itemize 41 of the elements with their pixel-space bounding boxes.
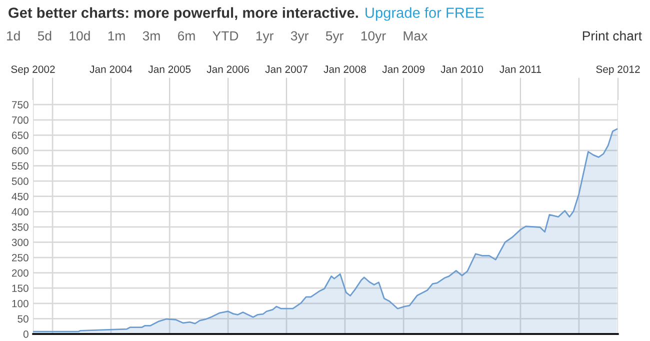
x-tick-label: Jan 2011 (500, 66, 542, 73)
x-tick-label: Jan 2005 (148, 66, 191, 73)
text: 1d (7, 30, 20, 41)
text: 5yr (326, 31, 344, 44)
x-tick-label: Sep 2002 (11, 66, 55, 75)
text: Max (404, 31, 428, 41)
y-tick-label: 0 (23, 330, 28, 338)
x-tick-label: Sep 2012 (596, 66, 640, 75)
y-tick-label: 600 (12, 146, 28, 154)
y-tick-label: 150 (12, 284, 28, 292)
y-tick-label: 500 (12, 178, 28, 185)
y-tick-label: 300 (12, 238, 28, 246)
text: 1yr (256, 31, 274, 44)
y-tick-label: 50 (18, 315, 28, 323)
text: Upgrade for FREE (366, 7, 484, 21)
x-tick-label: Jan 2006 (206, 66, 250, 73)
text: 3m (142, 31, 160, 41)
y-tick-label: 650 (12, 132, 28, 140)
text: 3yr (290, 31, 309, 44)
chart-title: Get better charts: more powerful, more interactive. (8, 7, 358, 21)
text: Print chart (582, 30, 642, 41)
y-tick-label: 350 (12, 223, 28, 231)
text: YTD (212, 31, 238, 40)
text: 5d (38, 30, 52, 41)
text: 6m (178, 31, 195, 41)
y-tick-label: 100 (12, 300, 28, 308)
text: 1m (108, 31, 125, 40)
x-tick-label: Jan 2009 (382, 66, 425, 73)
text: 10yr (361, 31, 386, 44)
y-tick-label: 700 (12, 116, 28, 124)
y-tick-label: 550 (12, 162, 28, 170)
y-tick-label: 450 (12, 192, 28, 200)
y-tick-label: 400 (12, 208, 28, 216)
y-tick-label: 200 (12, 269, 28, 277)
x-tick-label: Jan 2007 (265, 66, 308, 73)
x-tick-label: Jan 2010 (440, 66, 484, 73)
x-tick-label: Jan 2008 (324, 66, 366, 73)
x-tick-label: Jan 2004 (90, 66, 132, 73)
y-tick-label: 750 (12, 101, 28, 108)
y-tick-label: 250 (12, 254, 28, 262)
text: 10d (70, 30, 90, 41)
